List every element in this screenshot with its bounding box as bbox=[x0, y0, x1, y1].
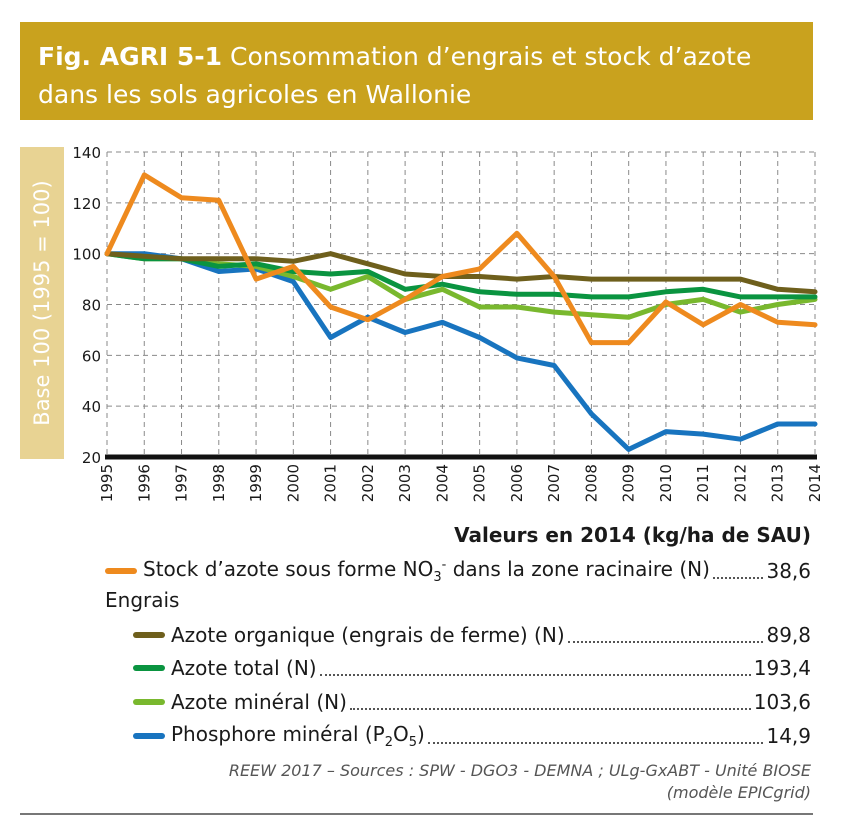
x-tick-labels: 1995 1996 1997 1998 1999 2000 2001 2002 2003 2004… bbox=[98, 464, 824, 502]
x-tick-label: 2013 bbox=[769, 464, 787, 502]
figure-title: Fig. AGRI 5-1 Consommation d’engrais et … bbox=[20, 22, 813, 120]
y-tick-label: 140 bbox=[72, 144, 101, 162]
x-tick-label: 2006 bbox=[508, 464, 526, 502]
y-tick-label: 60 bbox=[82, 347, 101, 365]
source-note: REEW 2017 – Sources : SPW - DGO3 - DEMNA… bbox=[229, 760, 811, 804]
x-tick-label: 1996 bbox=[135, 464, 153, 502]
legend-swatch-brown bbox=[133, 632, 165, 638]
x-tick-label: 1999 bbox=[247, 464, 265, 502]
legend-item-stock-azote: Stock d’azote sous forme NO3- dans la zo… bbox=[105, 556, 811, 586]
legend-label: Azote organique (engrais de ferme) (N) bbox=[171, 623, 565, 647]
y-tick-label: 80 bbox=[82, 297, 101, 315]
x-tick-label: 2002 bbox=[359, 464, 377, 502]
leader-dots bbox=[349, 708, 751, 710]
x-tick-label: 2005 bbox=[471, 464, 489, 502]
legend-item-azote-mineral: Azote minéral (N) 103,6 bbox=[133, 687, 811, 717]
leader-dots bbox=[427, 742, 764, 744]
legend-swatch-blue bbox=[133, 733, 165, 739]
figure-id: Fig. AGRI 5-1 bbox=[38, 42, 223, 71]
chart-series-lines bbox=[104, 172, 818, 452]
leader-dots bbox=[319, 674, 751, 676]
x-tick-label: 2007 bbox=[545, 464, 563, 502]
legend-value: 193,4 bbox=[753, 656, 811, 680]
figure-title-text: Consommation d’engrais et stock d’azote … bbox=[38, 42, 752, 109]
legend-group-label: Engrais bbox=[105, 588, 180, 612]
y-axis-label-box bbox=[20, 147, 64, 459]
legend-label: Phosphore minéral (P2O5) bbox=[171, 722, 425, 750]
legend-label: Azote minéral (N) bbox=[171, 690, 347, 714]
series-line-1 bbox=[104, 251, 818, 295]
legend-label: Azote total (N) bbox=[171, 656, 317, 680]
x-tick-label: 1995 bbox=[98, 464, 116, 502]
x-tick-label: 2009 bbox=[620, 464, 638, 502]
y-tick-label: 120 bbox=[72, 195, 101, 213]
bottom-divider bbox=[20, 813, 813, 815]
legend-value: 38,6 bbox=[766, 559, 811, 583]
x-tick-label: 2012 bbox=[731, 464, 749, 502]
legend-item-phosphore-mineral: Phosphore minéral (P2O5) 14,9 bbox=[133, 721, 811, 751]
x-tick-label: 1997 bbox=[173, 464, 191, 502]
x-tick-label: 2011 bbox=[694, 464, 712, 502]
source-line-2: (modèle EPICgrid) bbox=[666, 783, 811, 802]
chart-grid bbox=[106, 151, 816, 457]
y-tick-label: 20 bbox=[82, 449, 101, 467]
source-line-1: REEW 2017 – Sources : SPW - DGO3 - DEMNA… bbox=[228, 761, 811, 780]
legend-value: 103,6 bbox=[753, 690, 811, 714]
legend-item-azote-organique: Azote organique (engrais de ferme) (N) 8… bbox=[133, 620, 811, 650]
x-tick-label: 2000 bbox=[284, 464, 302, 502]
leader-dots bbox=[567, 641, 764, 643]
y-tick-label: 100 bbox=[72, 246, 101, 264]
x-tick-label: 2001 bbox=[322, 464, 340, 502]
legend-value: 89,8 bbox=[766, 623, 811, 647]
x-tick-label: 2008 bbox=[582, 464, 600, 502]
x-tick-label: 2014 bbox=[806, 464, 824, 502]
series-line-2 bbox=[104, 251, 818, 300]
series-line-4 bbox=[104, 251, 818, 452]
y-tick-labels: 20 40 60 80 100 120 140 bbox=[72, 144, 101, 467]
legend-label: Stock d’azote sous forme NO3- dans la zo… bbox=[143, 557, 710, 585]
x-tick-label: 2004 bbox=[433, 464, 451, 502]
x-tick-label: 2010 bbox=[657, 464, 675, 502]
legend-swatch-orange bbox=[105, 568, 137, 574]
legend-swatch-green bbox=[133, 665, 165, 671]
legend-item-azote-total: Azote total (N) 193,4 bbox=[133, 653, 811, 683]
y-tick-label: 40 bbox=[82, 398, 101, 416]
values-header: Valeurs en 2014 (kg/ha de SAU) bbox=[454, 523, 811, 547]
series-line-0 bbox=[104, 172, 818, 346]
x-tick-label: 2003 bbox=[396, 464, 414, 502]
x-tick-label: 1998 bbox=[210, 464, 228, 502]
leader-dots bbox=[712, 577, 764, 579]
legend-value: 14,9 bbox=[766, 724, 811, 748]
legend-swatch-light-green bbox=[133, 699, 165, 705]
